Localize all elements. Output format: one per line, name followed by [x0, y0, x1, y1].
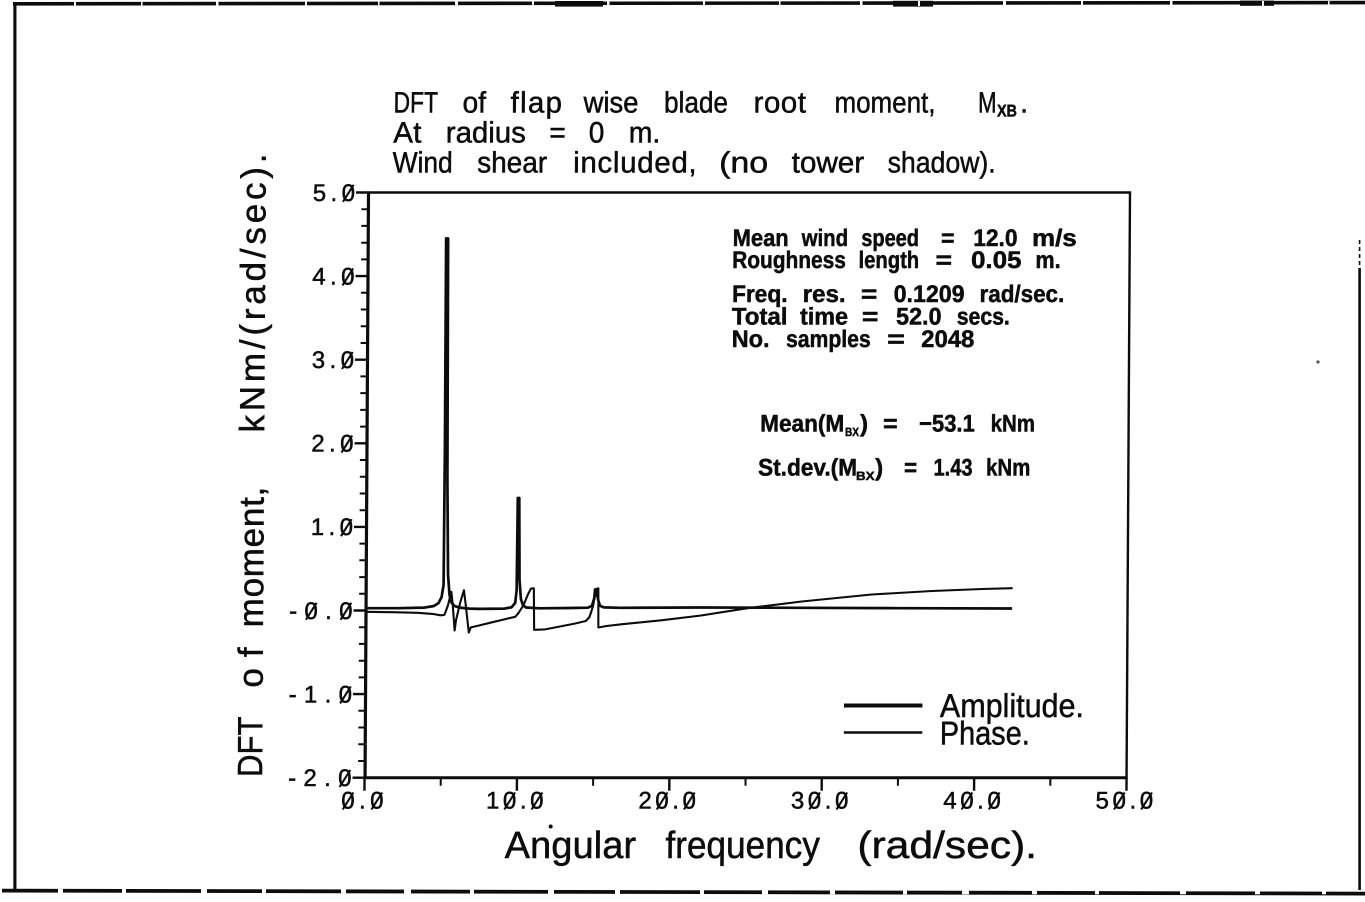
svg-text:moment,: moment, — [232, 487, 272, 628]
svg-text:52.0: 52.0 — [896, 304, 942, 331]
svg-text:40.0: 40.0 — [943, 788, 1001, 815]
svg-text:shadow).: shadow). — [888, 147, 996, 180]
svg-text:DFT: DFT — [393, 87, 438, 120]
svg-text:kNm/(rad/sec).: kNm/(rad/sec). — [233, 154, 274, 433]
svg-text:samples: samples — [786, 326, 871, 353]
svg-text:shear: shear — [477, 147, 547, 180]
svg-text:At: At — [393, 117, 421, 150]
svg-text:=: = — [904, 455, 917, 482]
svg-text:1.43: 1.43 — [933, 455, 972, 482]
svg-text:=: = — [941, 225, 955, 252]
svg-text:root: root — [753, 87, 806, 120]
svg-text:tower: tower — [792, 147, 865, 180]
svg-text:moment,: moment, — [834, 87, 935, 120]
svg-text:Total: Total — [732, 304, 788, 331]
svg-text:kNm: kNm — [986, 455, 1030, 482]
svg-text:50.0: 50.0 — [1096, 788, 1154, 815]
svg-text:=: = — [861, 281, 878, 308]
svg-text:speed: speed — [861, 225, 919, 252]
svg-text:M: M — [978, 87, 997, 120]
svg-text:0.1209: 0.1209 — [894, 281, 965, 308]
svg-text:m/s: m/s — [1032, 225, 1077, 252]
svg-text:BX: BX — [845, 425, 859, 439]
svg-text:m.: m. — [1035, 247, 1060, 274]
svg-text:blade: blade — [664, 87, 728, 120]
svg-text:10.0: 10.0 — [486, 788, 544, 815]
svg-text:Amplitude.: Amplitude. — [940, 687, 1084, 724]
svg-text:kNm: kNm — [991, 411, 1035, 438]
svg-text:res.: res. — [803, 281, 846, 308]
svg-text:frequency: frequency — [665, 825, 820, 867]
svg-text:No.: No. — [732, 326, 770, 353]
svg-text:secs.: secs. — [957, 304, 1010, 331]
svg-text:of: of — [462, 87, 486, 120]
svg-text:): ) — [875, 455, 883, 482]
svg-text:rad/sec.: rad/sec. — [980, 281, 1065, 308]
svg-text:DFT: DFT — [231, 717, 270, 778]
svg-text:=: = — [549, 117, 566, 150]
svg-text:2048: 2048 — [921, 326, 974, 353]
svg-text:length: length — [859, 247, 920, 274]
svg-text:wise: wise — [582, 87, 638, 120]
svg-text:0: 0 — [589, 117, 605, 150]
svg-text:XB: XB — [997, 102, 1017, 121]
svg-text:12.0: 12.0 — [973, 225, 1017, 252]
svg-text:time: time — [800, 304, 848, 331]
svg-text:radius: radius — [446, 117, 526, 150]
svg-text:.: . — [1020, 87, 1028, 120]
svg-text:Mean(M: Mean(M — [760, 411, 844, 438]
svg-text:flap: flap — [510, 87, 562, 120]
svg-text:Wind: Wind — [393, 147, 453, 180]
svg-text:St.dev.(M: St.dev.(M — [758, 455, 857, 482]
svg-text:Mean: Mean — [733, 225, 789, 252]
svg-text:Roughness: Roughness — [732, 247, 846, 274]
svg-text:included,: included, — [573, 147, 697, 180]
svg-text:(rad/sec).: (rad/sec). — [857, 825, 1037, 867]
svg-text:): ) — [860, 411, 868, 438]
svg-text:BX: BX — [856, 469, 875, 483]
svg-text:(no: (no — [719, 147, 768, 180]
svg-text:m.: m. — [629, 117, 661, 150]
svg-text:=: = — [883, 411, 898, 438]
svg-text:20.0: 20.0 — [638, 788, 696, 815]
svg-text:=: = — [887, 326, 905, 353]
svg-text:Angular: Angular — [505, 825, 637, 867]
svg-text:=: = — [862, 304, 879, 331]
svg-text:−53.1: −53.1 — [919, 411, 975, 438]
svg-text:Phase.: Phase. — [940, 715, 1030, 752]
svg-text:30.0: 30.0 — [791, 788, 849, 815]
svg-text:0.05: 0.05 — [971, 247, 1022, 274]
svg-text:wind: wind — [801, 225, 848, 252]
svg-text:Freq.: Freq. — [732, 281, 788, 308]
svg-text:=: = — [936, 247, 953, 274]
